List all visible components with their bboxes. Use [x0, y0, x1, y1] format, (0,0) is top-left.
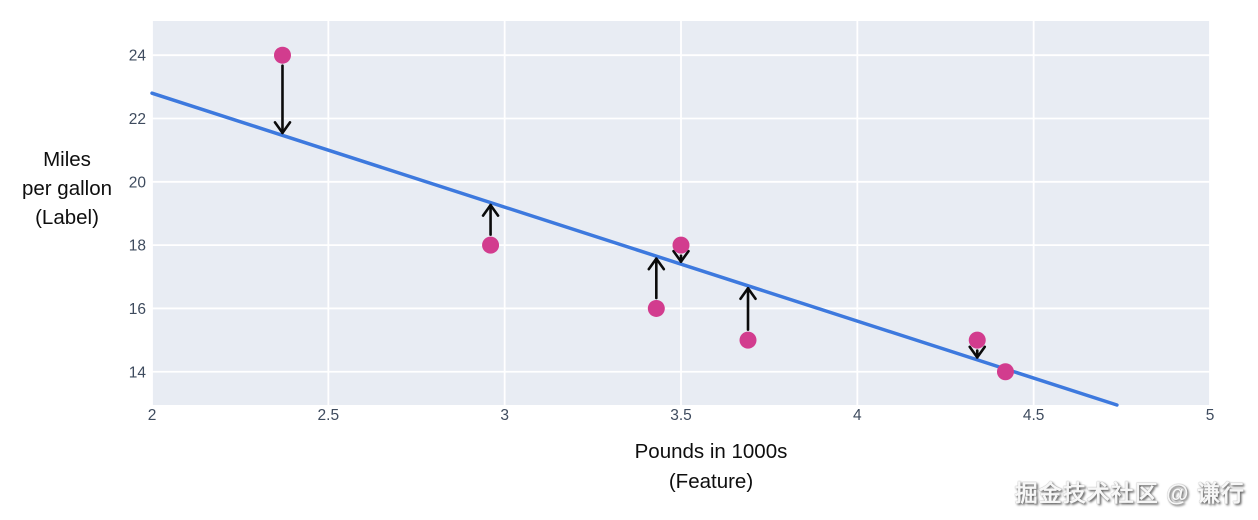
data-point [273, 46, 291, 64]
y-axis-title-line: Miles [43, 148, 91, 171]
regression-line [150, 91, 1119, 407]
residual-arrow-head [968, 345, 987, 359]
y-tick-label: 24 [129, 48, 147, 65]
x-tick-label: 2.5 [318, 407, 340, 424]
y-axis-title-line: per gallon [21, 177, 113, 200]
y-tick-label: 14 [129, 364, 147, 381]
data-point [968, 331, 986, 349]
x-axis-title-line: (Feature) [668, 470, 754, 493]
data-point [647, 299, 665, 317]
x-tick-label: 5 [1206, 407, 1215, 424]
data-point [996, 363, 1014, 381]
residual-arrow-head [672, 249, 690, 263]
data-point [672, 236, 690, 254]
residual-arrow-head [481, 203, 500, 217]
data-point [482, 236, 500, 254]
y-axis-title-line: (Label) [35, 206, 99, 229]
x-tick-label: 4 [853, 407, 862, 424]
residual-arrow-head [739, 286, 757, 301]
y-tick-label: 16 [129, 301, 146, 318]
y-tick-label: 20 [129, 174, 147, 191]
x-tick-label: 2 [148, 407, 157, 424]
watermark: 掘金技术社区 @ 谦行 [1014, 480, 1245, 506]
x-tick-label: 4.5 [1023, 407, 1045, 424]
x-axis-title-line: Pounds in 1000s [634, 440, 788, 463]
y-axis-title: Miles per gallon (Label) [0, 145, 134, 232]
x-tick-label: 3 [500, 407, 509, 424]
y-tick-label: 18 [129, 238, 146, 255]
residual-arrow-head [647, 257, 666, 271]
y-tick-label: 22 [129, 111, 146, 128]
x-axis-title: Pounds in 1000s (Feature) [511, 437, 911, 497]
residual-arrow-head [273, 121, 292, 135]
data-point [739, 331, 757, 349]
x-tick-label: 3.5 [670, 407, 692, 424]
